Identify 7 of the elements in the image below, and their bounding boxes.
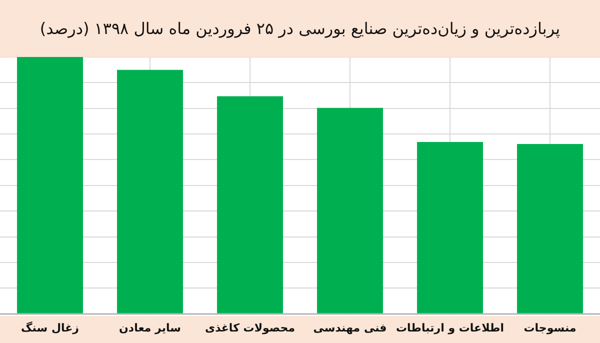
x-tick-label: محصولات کاغذی bbox=[204, 321, 296, 334]
x-tick-label: اطلاعات و ارتباطات bbox=[396, 321, 504, 334]
x-tick-label: زغال سنگ bbox=[21, 321, 79, 334]
x-tick-label: فنی مهندسی bbox=[313, 321, 387, 334]
x-tick-label: منسوجات bbox=[524, 321, 576, 334]
chart-title: پربازده‌ترین و زیان‌ده‌ترین صنایع بورسی در ۲۵ فروردین ماه سال ۱۳۹۸ (درصد) bbox=[0, 0, 600, 57]
x-tick-label: سایر معادن bbox=[119, 321, 181, 334]
